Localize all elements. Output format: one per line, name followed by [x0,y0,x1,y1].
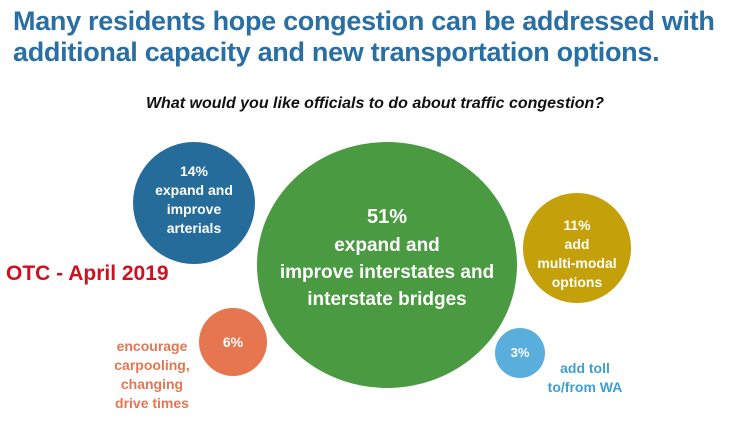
survey-question: What would you like officials to do abou… [145,95,605,112]
title-line-1: Many residents hope congestion can be ad… [13,6,715,36]
bubble-value-label: 3% [510,345,530,360]
bubble-label-line: improve interstates and [279,262,495,283]
bubble-0 [257,142,517,388]
bubble-label-line: to/from WA [547,379,623,395]
source-note: OTC - April 2019 [6,262,169,285]
bubble-label-line: arterials [166,220,222,236]
bubble-value-label: 51% [366,206,408,228]
bubble-label-line: expand and [334,235,440,256]
bubble-4 [495,328,545,378]
bubble-value-label: 6% [222,334,244,350]
bubble-label-line: multi-modal [537,255,617,271]
bubble-label-line: improve [166,201,222,217]
page-title: Many residents hope congestion can be ad… [13,6,715,68]
bubble-category-label: expand and improve arterials [74,181,314,238]
bubble-label-line: drive times [115,395,189,411]
bubble-category-label: add toll to/from WA [465,359,705,397]
bubble-label-line: expand and [155,182,233,198]
bubble-category-label: encourage carpooling, changing drive times [32,337,272,413]
bubble-label-line: interstate bridges [307,289,467,310]
bubble-label-line: add [564,236,590,252]
bubble-label-line: carpooling, [114,357,190,373]
bubble-category-label: expand and improve interstates and interst… [267,232,507,313]
bubble-label-line: changing [120,376,184,392]
bubble-2 [523,193,631,303]
title-line-2: additional capacity and new transportati… [13,37,660,67]
bubble-category-label: add multi-modal options [457,235,697,292]
bubble-value-label: 14% [179,163,209,179]
bubble-value-label: 11% [563,217,591,233]
bubble-1 [133,142,255,264]
bubble-3 [199,308,267,376]
bubble-label-line: encourage [116,338,188,354]
bubble-label-line: add toll [560,360,610,376]
bubble-label-line: options [551,274,603,290]
